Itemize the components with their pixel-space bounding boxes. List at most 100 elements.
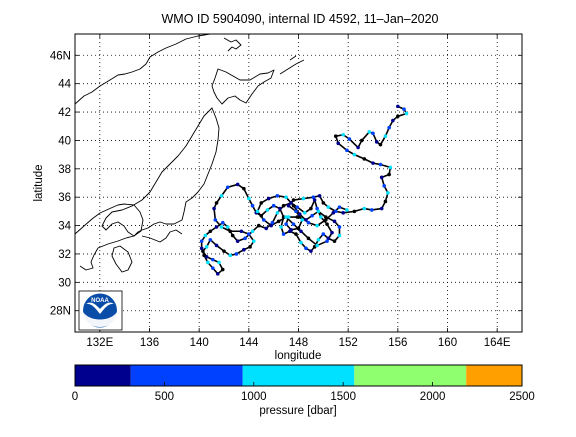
- track-point: [208, 229, 213, 234]
- track-point: [302, 211, 307, 215]
- track-point: [291, 203, 296, 208]
- track-point: [333, 134, 338, 138]
- track-point: [286, 203, 291, 208]
- track-point: [271, 203, 276, 208]
- track-point: [242, 186, 246, 191]
- track-point: [304, 246, 308, 251]
- y-axis-label: latitude: [33, 164, 45, 201]
- track-point: [379, 206, 384, 211]
- colorbar-label: pressure [dbar]: [259, 405, 336, 417]
- track-point: [212, 206, 216, 211]
- track-point: [296, 226, 301, 231]
- x-tick-label: 144: [239, 337, 259, 349]
- track-point: [362, 206, 367, 211]
- track-point: [211, 257, 215, 262]
- track-point: [206, 260, 210, 265]
- track-point: [214, 243, 219, 248]
- track-point: [214, 225, 219, 229]
- track-point: [213, 218, 218, 222]
- track-point: [286, 215, 291, 219]
- track-point: [234, 252, 239, 256]
- plot-area: 132E 136 140 144 148 152 156 160 164E 28N 30 32 34 3…: [50, 33, 523, 349]
- y-tick-label: 32: [58, 249, 71, 261]
- track-point: [309, 206, 313, 211]
- track-point: [295, 205, 300, 209]
- track-point: [371, 161, 375, 165]
- track-point: [204, 245, 209, 249]
- track-point: [360, 138, 364, 143]
- track-point: [378, 142, 383, 147]
- track-point: [281, 203, 286, 208]
- track-point: [311, 195, 316, 199]
- track-point: [242, 247, 246, 252]
- track-point: [297, 212, 302, 217]
- track-point: [332, 239, 337, 243]
- logo-text: NOAA: [91, 298, 109, 304]
- track-point: [288, 229, 292, 234]
- colorbar-ticks: 0 500 1000 1500 2000 2500: [72, 382, 535, 403]
- colorbar-tick-label: 1500: [330, 391, 356, 403]
- track-point: [275, 193, 280, 198]
- track-point: [199, 239, 204, 243]
- coastline-sakhalin: [223, 37, 242, 52]
- track-point: [250, 229, 255, 234]
- track-point: [284, 215, 288, 219]
- track-point: [225, 225, 230, 229]
- track-point: [289, 201, 293, 205]
- track-point: [316, 209, 321, 214]
- track-point: [356, 145, 360, 150]
- track-point: [214, 201, 219, 205]
- chart-title: WMO ID 5904090, internal ID 4592, 11–Jan…: [161, 12, 438, 26]
- track-point: [220, 220, 225, 225]
- track-point: [332, 219, 337, 224]
- track-point: [341, 211, 346, 215]
- track-point: [301, 196, 306, 201]
- track-point: [243, 236, 247, 241]
- track-point: [228, 229, 233, 234]
- track-point: [225, 185, 230, 190]
- track-point: [309, 249, 313, 253]
- track-point: [337, 233, 342, 238]
- track-point: [239, 229, 244, 234]
- track-point: [306, 236, 311, 241]
- y-tick-label: 30: [58, 277, 71, 289]
- track-point: [352, 152, 357, 157]
- y-tick-label: 28N: [50, 306, 71, 318]
- x-tick-label: 152: [339, 337, 358, 349]
- track-point: [396, 104, 400, 109]
- colorbar-tick-label: 500: [155, 391, 174, 403]
- x-axis-ticks: 132E 136 140 144 148 152 156 160 164E: [86, 34, 511, 349]
- track-point: [383, 199, 388, 204]
- track-point: [352, 209, 357, 214]
- x-tick-label: 156: [388, 337, 407, 349]
- track-point: [220, 267, 225, 272]
- track-point: [371, 131, 375, 136]
- track-point: [324, 218, 328, 222]
- track-point: [310, 213, 314, 218]
- track-point: [383, 134, 388, 138]
- track-point: [337, 205, 342, 209]
- coastline-shikoku-kyushu: [111, 229, 183, 273]
- y-tick-label: 34: [58, 221, 71, 233]
- track-point: [259, 201, 264, 205]
- track-point: [259, 213, 264, 218]
- track-point: [382, 184, 386, 188]
- colorbar-segment: [75, 365, 131, 386]
- track-point: [391, 118, 395, 123]
- track-point: [266, 196, 271, 201]
- track-point: [270, 220, 275, 225]
- track-point: [208, 237, 213, 242]
- track-point: [312, 198, 317, 202]
- track-point: [201, 249, 205, 253]
- x-axis-label: longitude: [275, 350, 322, 362]
- track-point: [230, 233, 235, 238]
- track-point: [378, 162, 383, 167]
- colorbar-frame: [74, 364, 523, 387]
- track-point: [284, 195, 288, 199]
- x-tick-label: 148: [289, 337, 308, 349]
- track-point: [247, 232, 251, 236]
- track-point: [264, 226, 269, 231]
- y-tick-label: 46N: [50, 50, 71, 62]
- track-point: [374, 140, 379, 144]
